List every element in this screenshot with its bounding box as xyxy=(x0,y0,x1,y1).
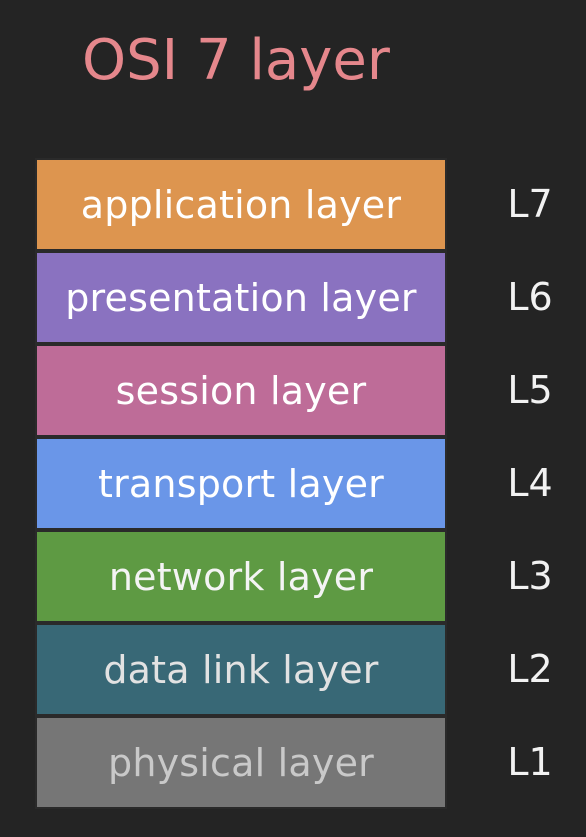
layer-row-network: network layer L3 xyxy=(35,530,586,623)
layer-name-presentation: presentation layer xyxy=(65,275,417,320)
layer-name-transport: transport layer xyxy=(98,461,384,506)
layer-box-network: network layer xyxy=(35,530,447,623)
layer-name-physical: physical layer xyxy=(108,740,374,785)
layer-row-session: session layer L5 xyxy=(35,344,586,437)
layer-row-presentation: presentation layer L6 xyxy=(35,251,586,344)
layer-code-l4: L4 xyxy=(507,461,553,505)
layer-name-application: application layer xyxy=(80,182,402,227)
layer-row-application: application layer L7 xyxy=(35,158,586,251)
layer-box-data-link: data link layer xyxy=(35,623,447,716)
layer-box-physical: physical layer xyxy=(35,716,447,809)
layer-code-l5: L5 xyxy=(507,368,553,412)
layer-box-application: application layer xyxy=(35,158,447,251)
layer-row-data-link: data link layer L2 xyxy=(35,623,586,716)
layer-row-physical: physical layer L1 xyxy=(35,716,586,809)
layer-row-transport: transport layer L4 xyxy=(35,437,586,530)
page-title: OSI 7 layer xyxy=(82,28,390,93)
layer-name-session: session layer xyxy=(115,368,367,413)
layer-box-session: session layer xyxy=(35,344,447,437)
layer-code-l3: L3 xyxy=(507,554,553,598)
layer-code-l7: L7 xyxy=(507,182,553,226)
layer-name-network: network layer xyxy=(108,554,374,599)
layer-code-l2: L2 xyxy=(507,647,553,691)
layer-box-transport: transport layer xyxy=(35,437,447,530)
layer-code-l6: L6 xyxy=(507,275,553,319)
layer-code-l1: L1 xyxy=(507,740,553,784)
layer-name-data-link: data link layer xyxy=(103,647,379,692)
layer-box-presentation: presentation layer xyxy=(35,251,447,344)
